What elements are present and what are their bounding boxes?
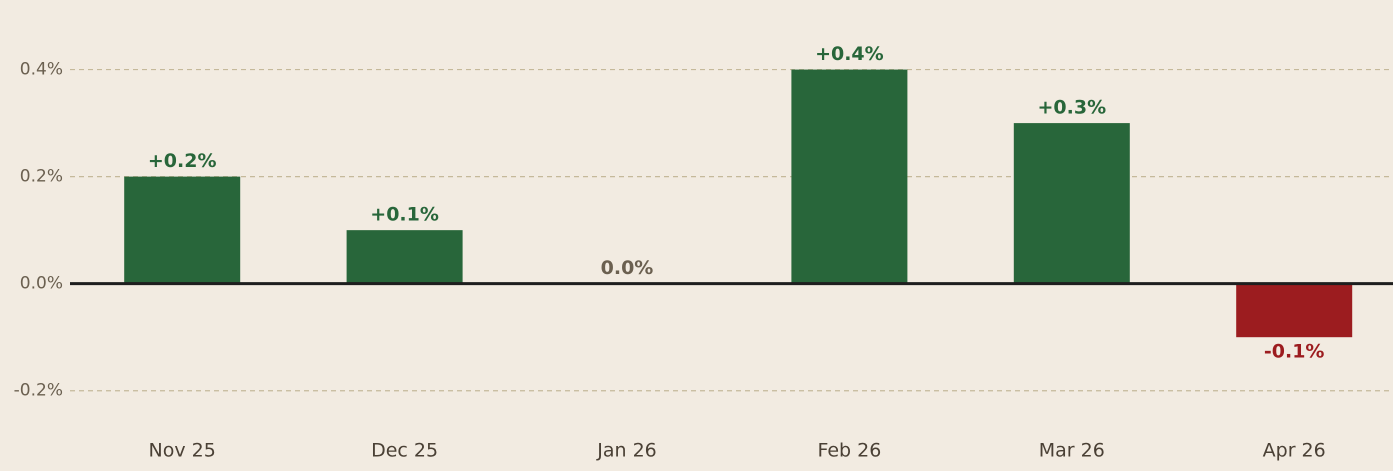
value-label: 0.0% — [601, 257, 654, 279]
bar — [124, 176, 241, 284]
bar — [346, 230, 463, 284]
x-tick-label: Mar 26 — [1039, 440, 1105, 462]
value-label: +0.1% — [370, 204, 439, 226]
x-tick-label: Nov 25 — [149, 440, 216, 462]
x-tick-label: Apr 26 — [1263, 440, 1326, 462]
bar — [1013, 123, 1130, 284]
y-tick-label: 0.4% — [20, 60, 63, 80]
value-label: +0.4% — [815, 43, 884, 65]
value-label: +0.3% — [1037, 97, 1106, 119]
y-tick-label: -0.2% — [14, 381, 63, 401]
value-label: +0.2% — [148, 150, 217, 172]
x-tick-label: Feb 26 — [817, 440, 881, 462]
x-tick-label: Jan 26 — [596, 440, 657, 462]
y-tick-label: 0.2% — [20, 167, 63, 187]
bar — [791, 69, 908, 284]
value-label: -0.1% — [1264, 341, 1325, 363]
x-tick-label: Dec 25 — [371, 440, 438, 462]
bar — [1236, 283, 1353, 338]
y-tick-label: 0.0% — [20, 274, 63, 294]
